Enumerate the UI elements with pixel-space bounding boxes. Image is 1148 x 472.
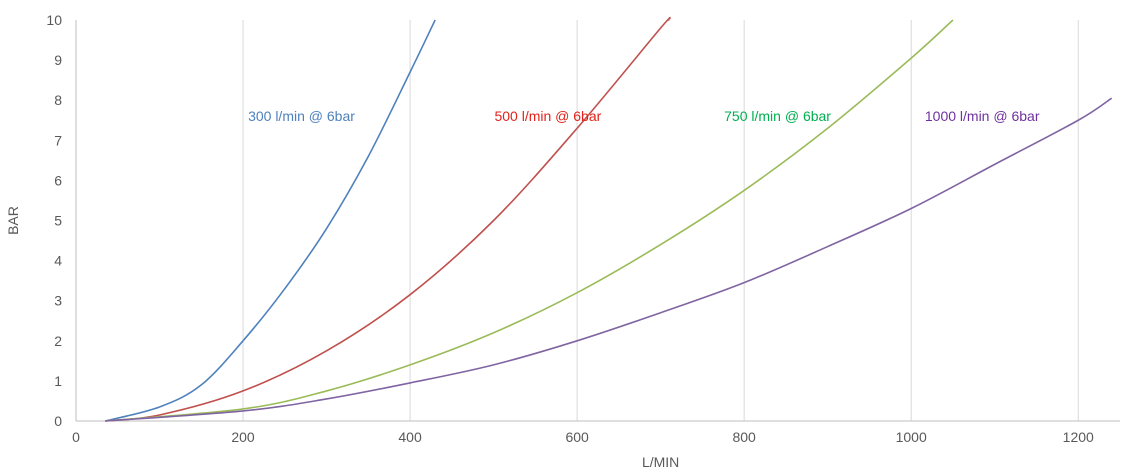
series-labels: 300 l/min @ 6bar 500 l/min @ 6bar 750 l/mi… <box>248 108 1040 124</box>
y-tick-label: 4 <box>54 253 62 269</box>
y-axis-title: BAR <box>5 206 21 235</box>
series-line <box>105 97 1113 422</box>
y-tick-label: 8 <box>54 92 62 108</box>
series-curves <box>105 16 1113 422</box>
y-tick-label: 1 <box>54 373 62 389</box>
y-tick-label: 6 <box>54 172 62 188</box>
y-tick-label: 5 <box>54 213 62 229</box>
x-tick-label: 1200 <box>1063 429 1094 445</box>
y-tick-label: 10 <box>46 12 62 28</box>
x-tick-label: 800 <box>732 429 756 445</box>
y-tick-label: 7 <box>54 132 62 148</box>
x-tick-label: 400 <box>398 429 422 445</box>
series-line <box>105 19 436 422</box>
y-tick-label: 9 <box>54 52 62 68</box>
x-tick-label: 200 <box>231 429 255 445</box>
series-line <box>105 16 671 422</box>
series-label: 300 l/min @ 6bar <box>248 108 355 124</box>
x-tick-label: 0 <box>72 429 80 445</box>
y-tick-label: 0 <box>54 413 62 429</box>
axes: 0 200 400 600 800 1000 1200 0 1 2 3 4 5 6 7 8 9 10 <box>46 12 1120 445</box>
series-label: 500 l/min @ 6bar <box>494 108 601 124</box>
grid-lines <box>242 20 1079 421</box>
y-tick-label: 2 <box>54 333 62 349</box>
series-line <box>105 19 954 422</box>
x-axis-title: L/MIN <box>642 454 679 470</box>
series-label: 1000 l/min @ 6bar <box>925 108 1040 124</box>
x-tick-label: 1000 <box>896 429 927 445</box>
series-label: 750 l/min @ 6bar <box>724 108 831 124</box>
y-tick-label: 3 <box>54 293 62 309</box>
x-tick-label: 600 <box>565 429 589 445</box>
